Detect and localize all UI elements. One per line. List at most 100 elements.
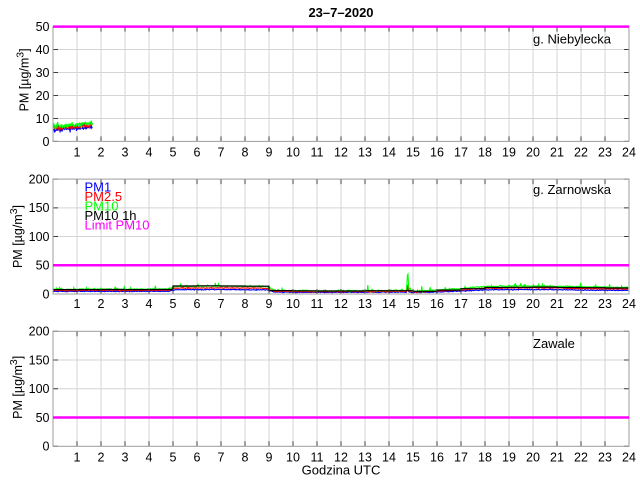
svg-text:24: 24 (622, 297, 636, 311)
svg-text:19: 19 (502, 297, 516, 311)
svg-text:50: 50 (36, 20, 50, 34)
svg-text:22: 22 (574, 451, 588, 465)
svg-text:1: 1 (74, 451, 81, 465)
svg-text:8: 8 (242, 297, 249, 311)
svg-text:11: 11 (311, 297, 324, 311)
svg-text:17: 17 (454, 451, 468, 465)
svg-text:PM [µg/m3]: PM [µg/m3] (15, 48, 32, 111)
svg-text:22: 22 (574, 146, 588, 160)
svg-text:16: 16 (430, 146, 444, 160)
svg-text:11: 11 (311, 146, 324, 160)
svg-text:Godzina UTC: Godzina UTC (302, 463, 381, 478)
svg-text:17: 17 (454, 297, 468, 311)
svg-text:20: 20 (526, 146, 540, 160)
svg-text:50: 50 (36, 411, 50, 425)
svg-text:12: 12 (334, 297, 348, 311)
svg-text:150: 150 (29, 353, 50, 367)
svg-text:6: 6 (194, 297, 201, 311)
svg-text:PM10 1h: PM10 1h (85, 208, 137, 223)
svg-text:PM1: PM1 (85, 180, 112, 195)
svg-text:4: 4 (146, 146, 153, 160)
svg-text:3: 3 (122, 297, 129, 311)
svg-text:21: 21 (550, 146, 564, 160)
svg-text:14: 14 (382, 146, 396, 160)
svg-text:1: 1 (74, 297, 81, 311)
svg-text:2: 2 (98, 451, 105, 465)
svg-text:7: 7 (218, 451, 225, 465)
svg-text:15: 15 (406, 297, 420, 311)
svg-text:100: 100 (29, 230, 50, 244)
svg-text:17: 17 (454, 146, 468, 160)
svg-text:PM10: PM10 (85, 199, 119, 214)
svg-text:5: 5 (170, 451, 177, 465)
svg-text:20: 20 (36, 89, 50, 103)
svg-text:18: 18 (478, 297, 492, 311)
svg-text:0: 0 (43, 287, 50, 301)
svg-text:14: 14 (382, 451, 396, 465)
svg-text:24: 24 (622, 451, 636, 465)
svg-text:5: 5 (170, 297, 177, 311)
svg-text:PM2.5: PM2.5 (85, 189, 123, 204)
svg-text:PM [µg/m3]: PM [µg/m3] (8, 205, 25, 268)
svg-text:9: 9 (266, 297, 273, 311)
svg-text:0: 0 (43, 135, 50, 149)
svg-text:18: 18 (478, 451, 492, 465)
svg-text:12: 12 (334, 451, 348, 465)
svg-text:g. Niebylecka: g. Niebylecka (533, 32, 612, 47)
svg-text:8: 8 (242, 451, 249, 465)
svg-text:16: 16 (430, 451, 444, 465)
svg-text:23: 23 (598, 146, 612, 160)
svg-text:10: 10 (286, 297, 300, 311)
svg-text:13: 13 (358, 146, 372, 160)
svg-text:Zawale: Zawale (533, 336, 575, 351)
svg-text:16: 16 (430, 297, 444, 311)
svg-text:50: 50 (36, 259, 50, 273)
svg-text:100: 100 (29, 382, 50, 396)
svg-text:19: 19 (502, 146, 516, 160)
svg-text:150: 150 (29, 201, 50, 215)
svg-text:7: 7 (218, 297, 225, 311)
svg-text:21: 21 (550, 297, 564, 311)
svg-text:22: 22 (574, 297, 588, 311)
svg-text:20: 20 (526, 451, 540, 465)
svg-text:0: 0 (43, 440, 50, 454)
svg-text:200: 200 (29, 173, 50, 187)
svg-text:40: 40 (36, 43, 50, 57)
svg-text:10: 10 (36, 112, 50, 126)
svg-text:6: 6 (194, 146, 201, 160)
svg-text:23–7–2020: 23–7–2020 (308, 5, 373, 20)
svg-text:g. Zarnowska: g. Zarnowska (533, 182, 612, 197)
svg-text:23: 23 (598, 451, 612, 465)
svg-text:9: 9 (266, 146, 273, 160)
svg-text:5: 5 (170, 146, 177, 160)
svg-text:4: 4 (146, 297, 153, 311)
svg-text:3: 3 (122, 451, 129, 465)
svg-text:20: 20 (526, 297, 540, 311)
svg-text:9: 9 (266, 451, 273, 465)
svg-text:3: 3 (122, 146, 129, 160)
svg-text:2: 2 (98, 297, 105, 311)
svg-text:19: 19 (502, 451, 516, 465)
svg-text:13: 13 (358, 297, 372, 311)
svg-text:23: 23 (598, 297, 612, 311)
svg-text:200: 200 (29, 325, 50, 339)
svg-text:1: 1 (74, 146, 81, 160)
svg-text:7: 7 (218, 146, 225, 160)
svg-text:13: 13 (358, 451, 372, 465)
svg-text:PM [µg/m3]: PM [µg/m3] (8, 356, 25, 419)
svg-text:30: 30 (36, 66, 50, 80)
svg-text:15: 15 (406, 146, 420, 160)
svg-text:8: 8 (242, 146, 249, 160)
svg-text:11: 11 (311, 451, 324, 465)
svg-text:14: 14 (382, 297, 396, 311)
svg-text:12: 12 (334, 146, 348, 160)
svg-text:Limit PM10: Limit PM10 (85, 218, 150, 233)
svg-text:10: 10 (286, 146, 300, 160)
svg-text:24: 24 (622, 146, 636, 160)
svg-text:18: 18 (478, 146, 492, 160)
svg-text:2: 2 (98, 146, 105, 160)
svg-text:15: 15 (406, 451, 420, 465)
svg-text:21: 21 (550, 451, 564, 465)
svg-text:4: 4 (146, 451, 153, 465)
svg-text:6: 6 (194, 451, 201, 465)
